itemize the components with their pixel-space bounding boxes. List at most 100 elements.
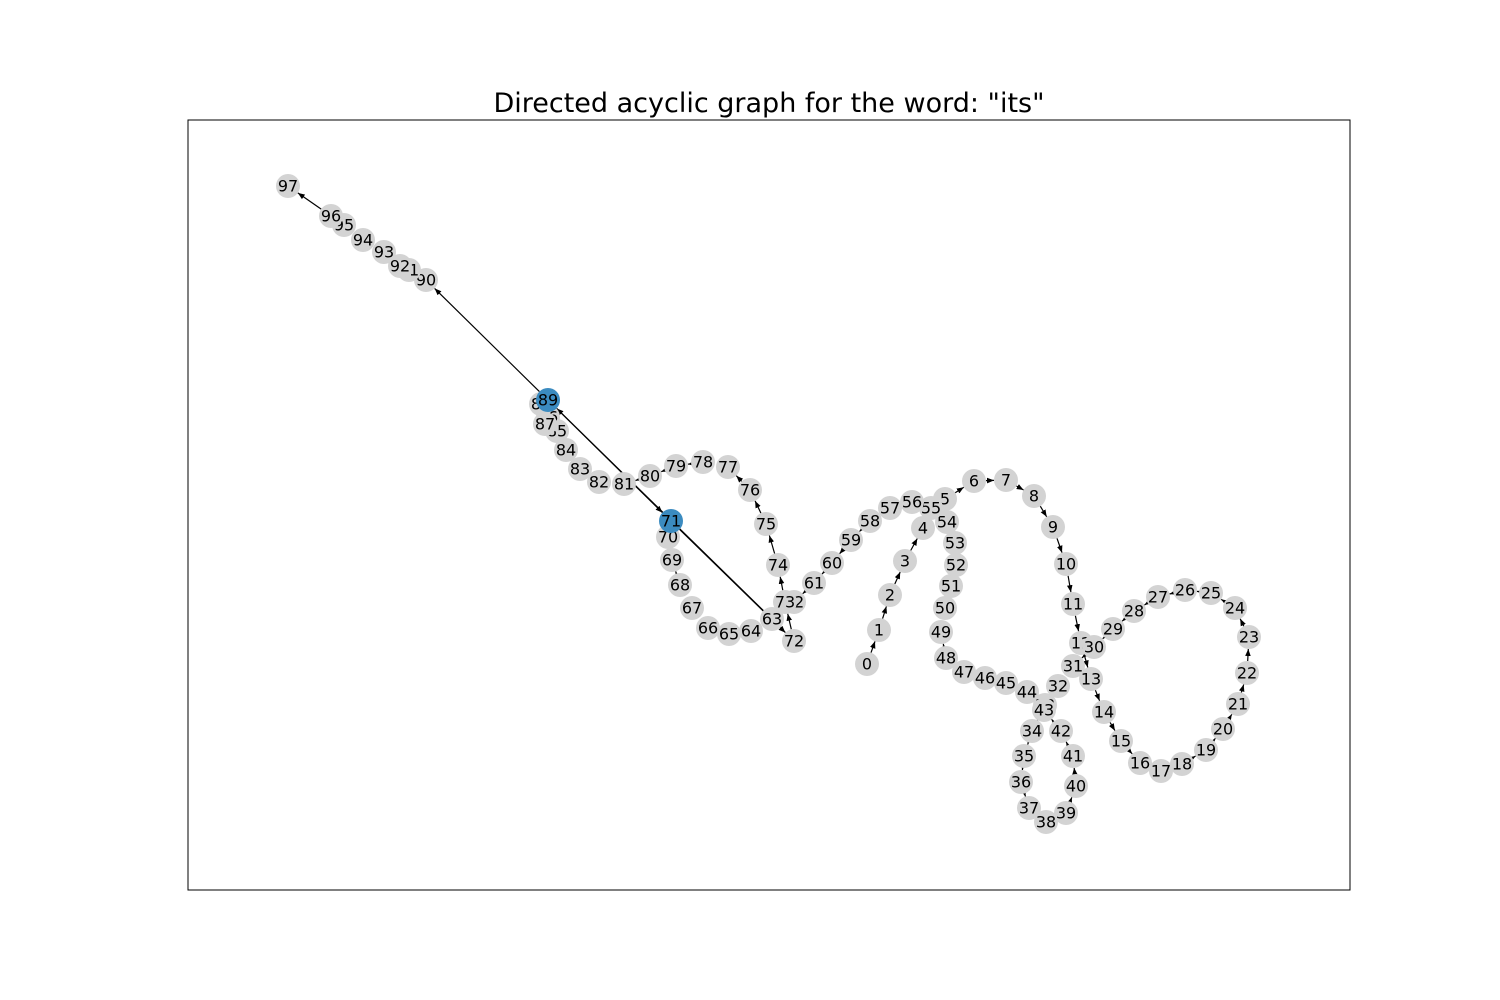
graph-node-39: 39 [1054,801,1078,825]
node-label: 28 [1124,602,1144,621]
graph-node-30: 30 [1082,635,1106,659]
node-label: 8 [1029,487,1039,506]
edge-40-41 [1072,767,1078,776]
edge-11-12 [1074,615,1080,632]
node-circle [802,571,826,595]
edge-1-2 [881,606,887,619]
node-label: 75 [756,515,776,534]
node-label: 53 [945,534,965,553]
node-circle [351,228,375,252]
graph-node-79: 79 [664,454,688,478]
node-circle [1020,719,1044,743]
graph-node-81: 81 [612,472,636,496]
node-circle [554,438,578,462]
graph-node-36: 36 [1009,770,1033,794]
graph-node-6: 6 [962,469,986,493]
node-circle [934,646,958,670]
graph-node-25: 25 [1199,581,1223,605]
node-label: 52 [946,556,966,575]
node-circle [773,590,797,614]
node-circle [1009,770,1033,794]
edge-39-40 [1066,797,1073,805]
node-circle [933,596,957,620]
node-circle [1022,484,1046,508]
edge-14-15 [1108,722,1116,731]
node-circle [820,551,844,575]
node-label: 68 [670,576,690,595]
graph-node-84: 84 [554,438,578,462]
node-label: 54 [937,513,957,532]
node-label: 80 [640,467,660,486]
graph-node-68: 68 [668,573,692,597]
node-label: 34 [1022,722,1042,741]
node-circle [754,512,778,536]
graph-node-32: 32 [1046,674,1070,698]
chart-title: Directed acyclic graph for the word: "it… [493,88,1044,119]
axes-frame [187,119,1351,891]
graph-node-72: 72 [782,629,806,653]
node-circle [739,619,763,643]
node-circle [691,450,715,474]
node-circle [1012,744,1036,768]
graph-node-31: 31 [1061,654,1085,678]
node-circle [533,412,557,436]
node-label: 32 [1048,677,1068,696]
node-circle [994,468,1018,492]
node-circle [878,496,902,520]
graph-node-82: 82 [587,470,611,494]
edge-96-97 [297,192,322,210]
node-label: 46 [975,669,995,688]
node-label: 35 [1014,747,1034,766]
node-label: 50 [935,599,955,618]
graph-node-14: 14 [1092,700,1116,724]
graph-node-1: 1 [867,618,891,642]
graph-node-61: 61 [802,571,826,595]
node-circle [1054,552,1078,576]
node-circle [1061,654,1085,678]
graph-node-56: 56 [900,490,924,514]
node-label: 59 [841,531,861,550]
edge-72-73 [786,613,793,630]
node-circle [943,531,967,555]
node-circle [668,573,692,597]
node-label: 78 [693,453,713,472]
graph-node-37: 37 [1017,796,1041,820]
node-circle [536,388,560,412]
node-label: 67 [682,599,702,618]
graph-node-69: 69 [660,548,684,572]
node-label: 20 [1213,720,1233,739]
node-label: 31 [1063,657,1083,676]
graph-node-46: 46 [973,666,997,690]
node-label: 79 [666,457,686,476]
edge-3-4 [910,538,918,551]
node-circle [638,464,662,488]
node-label: 94 [353,231,373,250]
node-circle [372,240,396,264]
edge-18-19 [1188,755,1196,763]
edges-layer [297,192,1251,805]
edge-22-23 [1245,648,1251,662]
graph-node-20: 20 [1211,717,1235,741]
edge-75-76 [754,500,762,514]
graph-node-75: 75 [754,512,778,536]
node-label: 48 [936,649,956,668]
node-label: 39 [1056,804,1076,823]
edge-42-43 [1051,718,1059,727]
edge-9-10 [1056,538,1063,553]
edge-8-9 [1039,505,1048,518]
graph-node-23: 23 [1237,625,1261,649]
node-circle [1109,729,1133,753]
node-circle [1064,774,1088,798]
edge-58-59 [859,524,867,532]
node-circle [935,510,959,534]
graph-node-54: 54 [935,510,959,534]
graph-node-77: 77 [716,455,740,479]
edge-13-14 [1094,689,1101,702]
node-label: 9 [1048,518,1058,537]
node-label: 13 [1081,670,1101,689]
node-label: 81 [614,475,634,494]
node-label: 26 [1175,581,1195,600]
edge-76-77 [735,475,744,483]
graph-node-38: 38 [1034,810,1058,834]
edge-59-60 [839,546,847,555]
